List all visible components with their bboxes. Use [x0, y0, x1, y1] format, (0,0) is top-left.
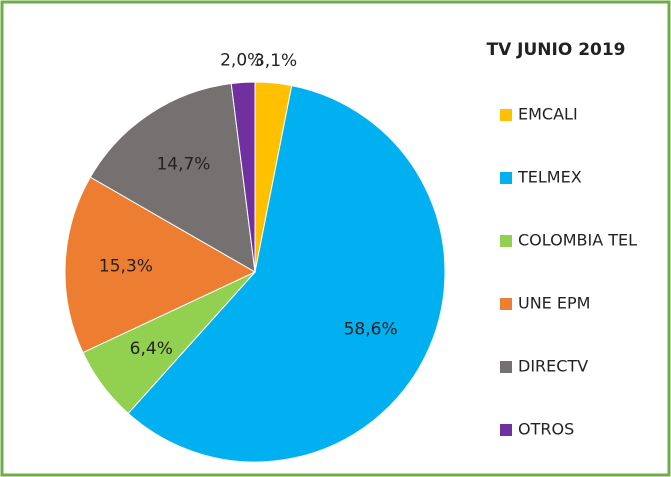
data-label: 3,1%	[254, 51, 297, 71]
legend-label: TELMEX	[517, 168, 582, 187]
pie-slice	[230, 81, 256, 273]
legend-swatch	[500, 235, 512, 247]
pie-slice	[64, 176, 257, 354]
legend-label: OTROS	[518, 420, 574, 439]
data-label: 58,6%	[344, 320, 398, 340]
chart-title: TV JUNIO 2019	[486, 40, 625, 60]
legend-swatch	[500, 172, 512, 184]
data-label: 14,7%	[156, 154, 210, 174]
legend-swatch	[500, 361, 512, 373]
pie-slice	[127, 84, 446, 463]
data-label: 15,3%	[99, 257, 153, 277]
legend-swatch	[500, 424, 512, 436]
legend-label: UNE EPM	[518, 294, 590, 313]
legend-label: EMCALI	[518, 105, 578, 124]
legend-label: COLOMBIA TEL	[518, 231, 637, 250]
pie-slice	[89, 82, 256, 273]
data-label: 2,0%	[220, 50, 263, 70]
data-label: 6,4%	[130, 339, 173, 359]
legend-swatch	[500, 298, 512, 310]
legend-swatch	[500, 109, 512, 121]
legend-label: DIRECTV	[518, 357, 588, 376]
